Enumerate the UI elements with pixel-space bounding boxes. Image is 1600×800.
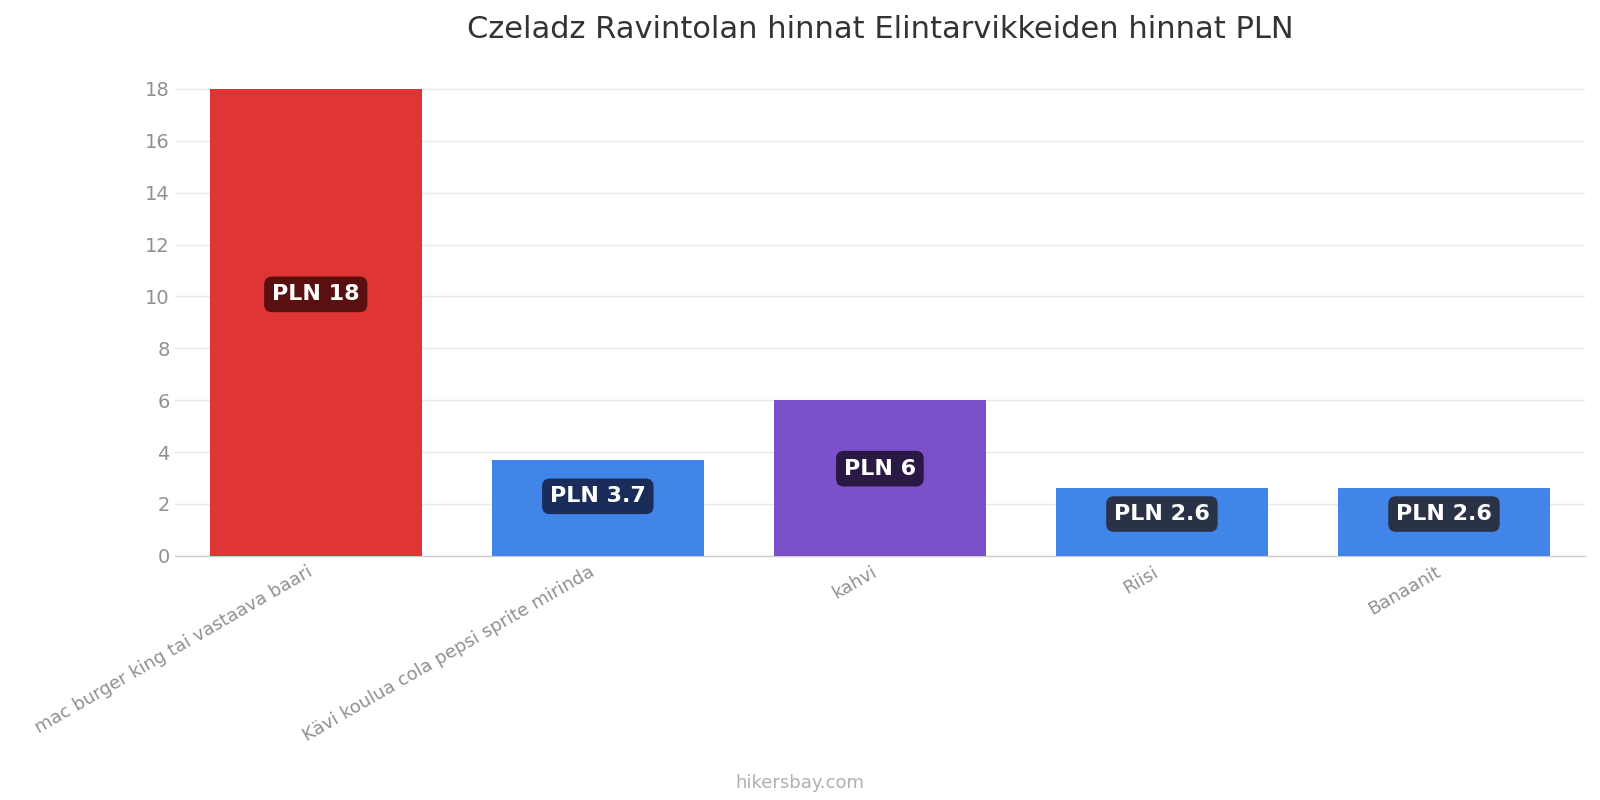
Bar — [774, 400, 986, 556]
Text: PLN 18: PLN 18 — [272, 284, 360, 304]
Bar — [493, 460, 704, 556]
Text: PLN 3.7: PLN 3.7 — [550, 486, 646, 506]
Bar — [210, 89, 421, 556]
Text: PLN 2.6: PLN 2.6 — [1114, 504, 1210, 524]
Bar — [1056, 489, 1267, 556]
Text: PLN 2.6: PLN 2.6 — [1397, 504, 1491, 524]
Text: PLN 6: PLN 6 — [843, 458, 915, 478]
Text: hikersbay.com: hikersbay.com — [736, 774, 864, 792]
Title: Czeladz Ravintolan hinnat Elintarvikkeiden hinnat PLN: Czeladz Ravintolan hinnat Elintarvikkeid… — [467, 15, 1293, 44]
Bar — [1338, 489, 1550, 556]
